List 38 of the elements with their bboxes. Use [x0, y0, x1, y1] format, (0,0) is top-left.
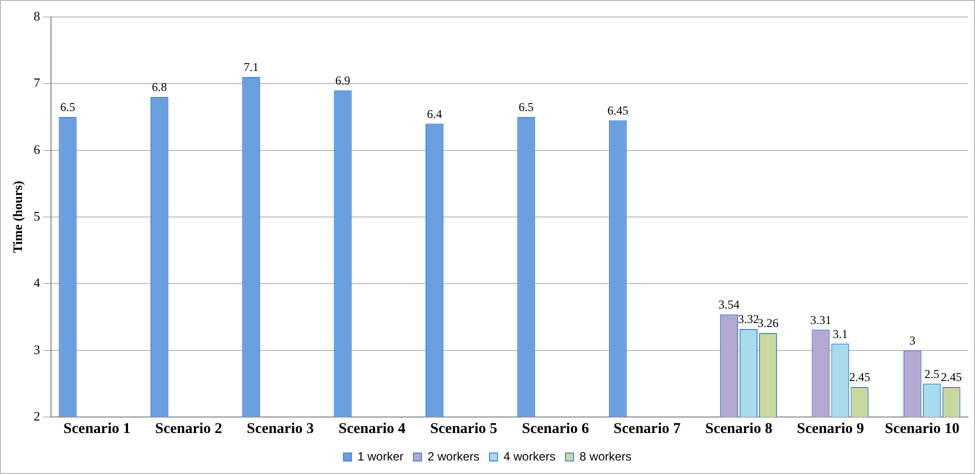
x-tick-label: Scenario 2 — [155, 420, 222, 437]
data-label: 2.45 — [849, 370, 870, 384]
y-tick-label: 8 — [34, 8, 40, 24]
x-tick-label: Scenario 10 — [884, 420, 960, 437]
x-tick-label: Scenario 4 — [338, 420, 406, 437]
x-tick-label: Scenario 9 — [796, 420, 864, 437]
y-tick-label: 5 — [34, 208, 40, 224]
legend-label: 2 workers — [427, 449, 480, 464]
data-label: 7.1 — [244, 60, 259, 74]
data-label: 3.54 — [718, 297, 740, 312]
x-tick-label: Scenario 6 — [522, 420, 590, 437]
x-tick-label: Scenario 3 — [246, 420, 314, 437]
data-label: 3.26 — [758, 316, 778, 330]
data-label: 6.4 — [426, 106, 442, 121]
x-tick-label: Scenario 5 — [430, 420, 498, 437]
x-tick-label: Scenario 1 — [63, 420, 130, 437]
data-label: 3 — [909, 333, 916, 348]
legend-label: 1 worker — [357, 449, 404, 464]
data-label: 3.32 — [738, 312, 760, 326]
data-label: 2.5 — [924, 366, 940, 381]
data-label: 6.5 — [60, 100, 76, 114]
data-label: 3.1 — [832, 326, 848, 341]
x-tick-label: Scenario 8 — [705, 420, 772, 437]
legend-label: 4 workers — [504, 449, 556, 464]
data-label: 6.9 — [335, 73, 350, 88]
data-label: 3.31 — [810, 312, 832, 327]
y-tick-label: 7 — [34, 75, 41, 90]
y-tick-label: 3 — [34, 342, 40, 357]
y-tick-label: 2 — [34, 408, 40, 424]
data-label: 6.5 — [518, 100, 534, 114]
data-label: 6.8 — [152, 80, 167, 94]
data-label: 6.45 — [607, 103, 628, 118]
data-label: 2.45 — [940, 370, 962, 384]
y-axis-title: Time (hours) — [10, 180, 26, 254]
x-tick-label: Scenario 7 — [614, 420, 682, 437]
legend-label: 8 workers — [580, 449, 632, 464]
y-tick-label: 4 — [34, 275, 41, 290]
y-tick-label: 6 — [34, 142, 41, 157]
